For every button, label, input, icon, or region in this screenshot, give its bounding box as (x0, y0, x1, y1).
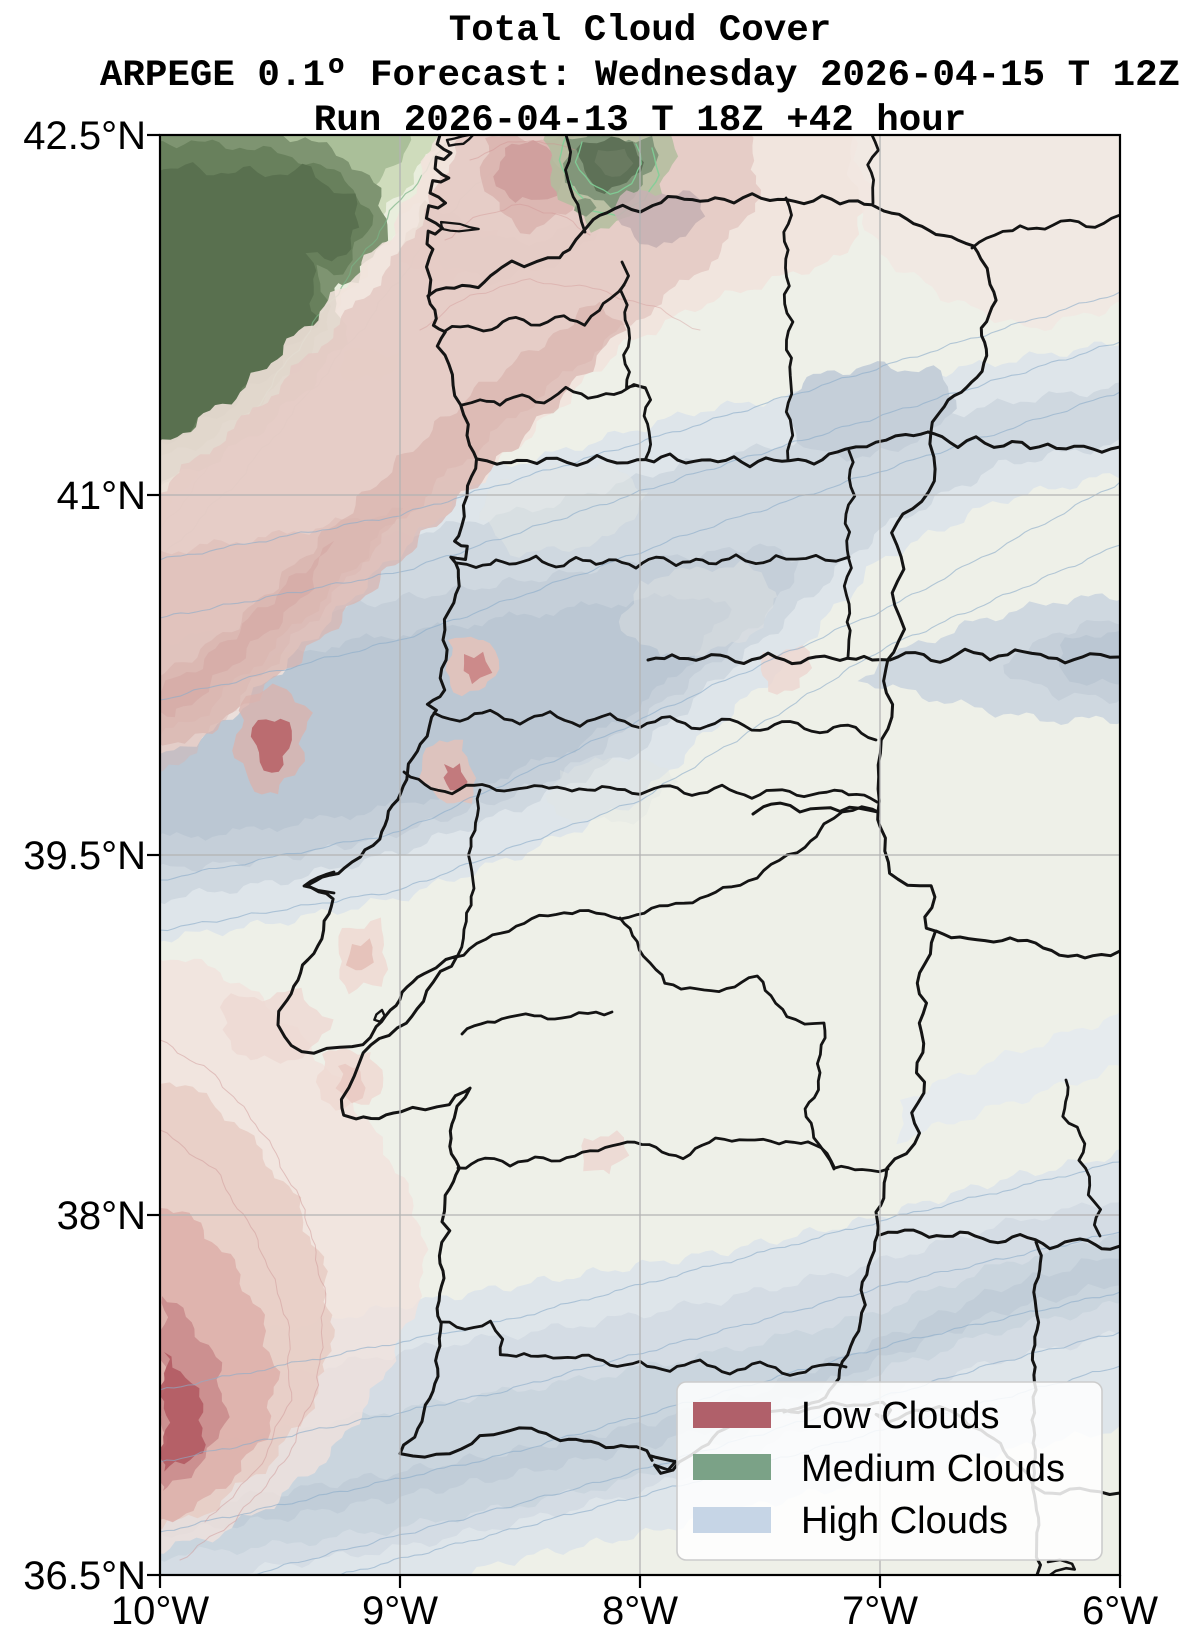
svg-text:Low Clouds: Low Clouds (801, 1395, 1000, 1437)
svg-text:Run 2026-04-13 T 18Z +42 hour: Run 2026-04-13 T 18Z +42 hour (314, 100, 967, 142)
svg-text:41°N: 41°N (57, 474, 146, 518)
svg-text:6°W: 6°W (1082, 1589, 1158, 1633)
svg-text:39.5°N: 39.5°N (23, 834, 146, 878)
svg-text:10°W: 10°W (111, 1589, 209, 1633)
svg-text:High Clouds: High Clouds (801, 1500, 1008, 1542)
svg-text:38°N: 38°N (57, 1194, 146, 1238)
svg-text:7°W: 7°W (842, 1589, 918, 1633)
svg-text:9°W: 9°W (362, 1589, 438, 1633)
svg-text:ARPEGE 0.1º Forecast: Wednesda: ARPEGE 0.1º Forecast: Wednesday 2026-04-… (100, 55, 1180, 97)
svg-text:8°W: 8°W (602, 1589, 678, 1633)
svg-text:36.5°N: 36.5°N (23, 1554, 146, 1598)
svg-text:Total Cloud Cover: Total Cloud Cover (449, 10, 832, 52)
svg-text:Medium Clouds: Medium Clouds (801, 1448, 1065, 1490)
svg-text:42.5°N: 42.5°N (23, 114, 146, 158)
